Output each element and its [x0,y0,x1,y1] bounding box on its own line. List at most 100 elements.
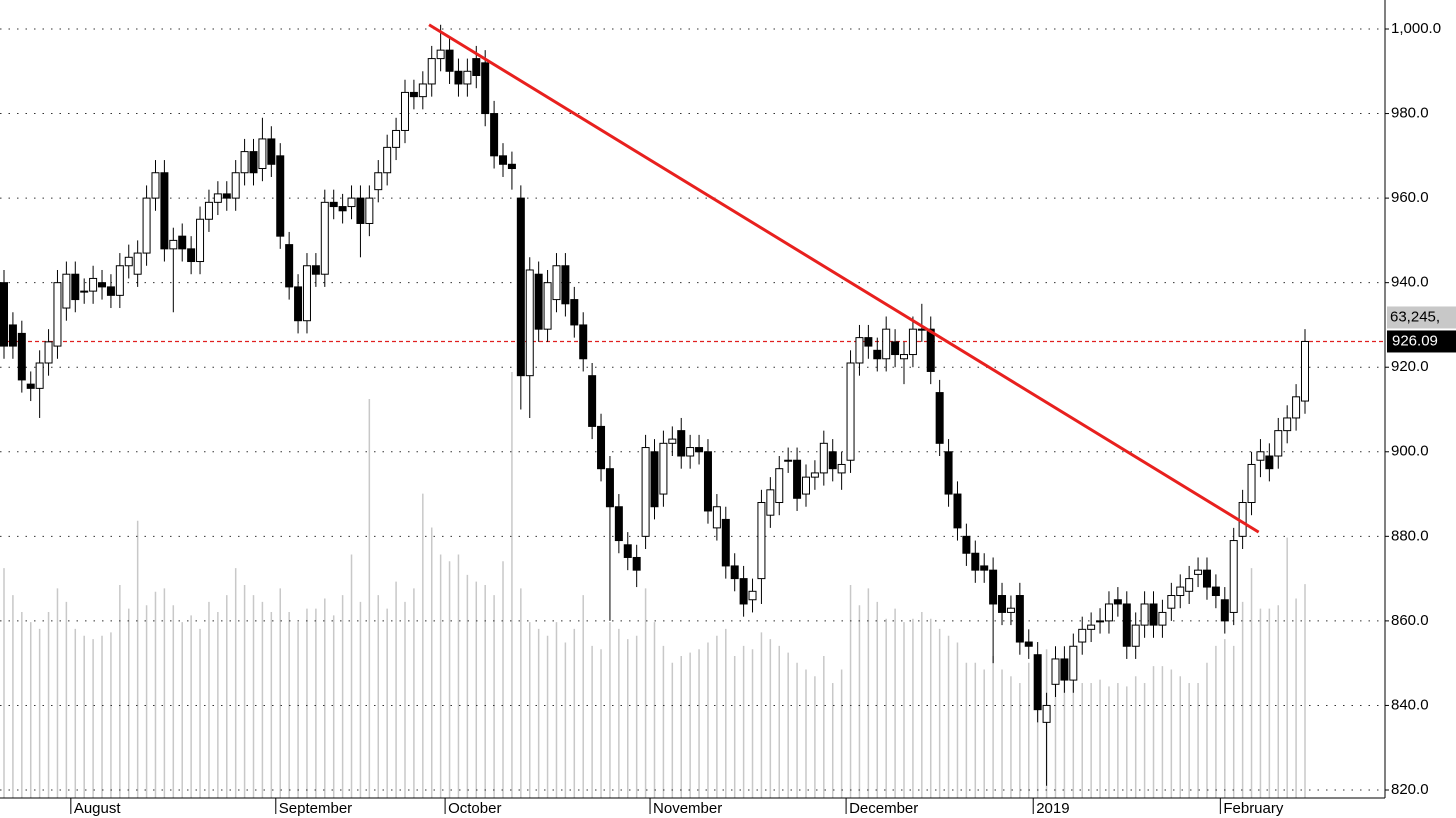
candle-body [1301,340,1309,402]
candle-body [1069,645,1078,681]
candle-body [1122,603,1131,647]
candle-body [570,299,579,326]
candle-body [659,442,668,495]
x-tick-label: December [849,800,918,817]
candle-body [837,463,846,474]
candle-body [686,447,695,457]
candle-body [481,62,490,115]
candle-body [1194,569,1203,575]
candle-body [0,282,8,347]
candle-body [62,273,71,309]
x-tick-label: November [653,800,722,817]
candle-body [953,493,962,529]
candle-body [71,273,80,301]
y-tick-label: 1,000.0 [1391,20,1441,37]
price-label-box [1387,330,1456,353]
candle-body [712,506,721,529]
candle-body [356,197,365,224]
candle-body [347,197,356,208]
candle-body [1220,599,1229,622]
candle-body [641,447,650,537]
candle-body [400,91,409,131]
candle-body [1131,624,1140,647]
candle-body [80,290,89,293]
candle-body [374,172,383,191]
candle-body [561,265,570,305]
candle-body [579,324,588,360]
candle-body [294,286,303,322]
candle-body [115,265,124,296]
candle-body [169,239,178,250]
candle-body [124,256,133,267]
x-tick-label: February [1223,800,1284,817]
y-tick-label: 940.0 [1391,274,1429,291]
candle-body [98,282,107,288]
candle-body [436,49,445,60]
candle-body [365,197,374,224]
candle-body [178,235,187,250]
candle-body [1024,641,1033,647]
candle-body [249,151,258,174]
candle-body [793,459,802,499]
candle-body [1051,658,1060,685]
candle-body [285,244,294,288]
x-tick-label: August [74,800,122,817]
candle-body [1176,586,1185,597]
candle-body [1256,451,1265,461]
candle-body [1274,430,1283,457]
candle-body [819,442,828,474]
x-tick-label: September [279,800,352,817]
candle-body [525,269,534,377]
candle-body [1078,628,1087,643]
candle-body [133,252,142,275]
volume-label: 63,245, [1390,308,1440,325]
candle-body [784,459,793,462]
candle-body [632,556,641,571]
candle-body [8,324,17,347]
candle-body [810,472,819,478]
candle-body [971,552,980,571]
candle-body [418,83,427,98]
candle-body [204,201,213,220]
candle-body [739,578,748,605]
candle-body [1113,599,1122,605]
candle-body [1060,658,1069,681]
candle-body [187,248,196,263]
candle-body [614,506,623,542]
candle-body [962,535,971,554]
candle-body [1283,417,1292,432]
candle-body [1033,654,1042,711]
candle-body [1292,396,1301,419]
candle-body [730,565,739,580]
y-tick-label: 860.0 [1391,612,1429,629]
trendline [428,23,1260,534]
candle-body [490,113,499,157]
candle-body [935,392,944,444]
candle-body [383,146,392,174]
candle-body [106,286,115,296]
candle-body [588,375,597,427]
candle-body [1265,455,1274,470]
candle-body [926,328,935,372]
candle-body [276,155,285,237]
candle-body [882,328,891,360]
candle-body [801,476,810,495]
candle-body [980,565,989,571]
candle-body [409,91,418,98]
candle-body [445,49,454,72]
candle-body [507,163,516,170]
candle-body [908,328,917,356]
candle-body [1006,607,1015,613]
candle-body [998,595,1007,613]
candle-body [463,70,472,85]
candle-body [1140,603,1149,626]
candle-body [677,430,686,457]
candle-body [1096,620,1105,623]
candle-body [605,468,614,508]
candle-body [757,502,766,580]
candle-body [320,201,329,275]
candle-body [873,349,882,360]
candle-body [196,218,205,263]
candle-body [89,277,98,292]
candle-body [775,468,784,504]
